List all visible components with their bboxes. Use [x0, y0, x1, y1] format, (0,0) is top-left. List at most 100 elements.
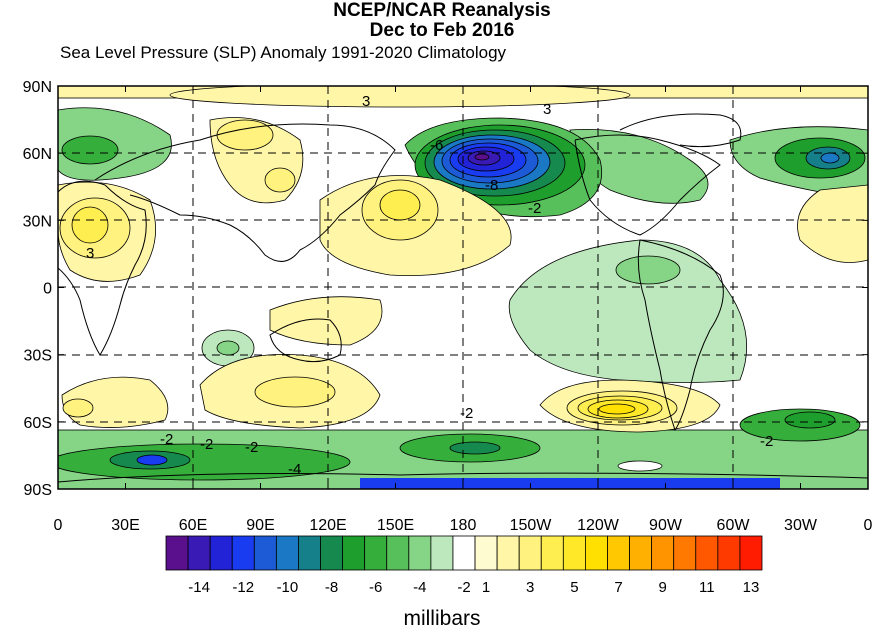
- lon-tick-label: 0: [54, 517, 63, 534]
- grid-lines: [58, 86, 868, 489]
- lat-tick-label: 60N: [23, 146, 52, 163]
- longitude-axis: 0 30E 60E 90E 120E 150E 180 150W 120W 90W 60W 30W 0: [54, 86, 873, 534]
- colorbar-swatch: [474, 535, 498, 571]
- tropical-low-core: [615, 255, 681, 285]
- colorbar-swatch: [562, 535, 586, 571]
- north-america-coastline: [574, 134, 721, 236]
- colorbar-swatch: [496, 535, 520, 571]
- colorbar-label: 13: [743, 579, 760, 596]
- lon-tick-label: 30E: [111, 517, 139, 534]
- colorbar-swatch: [607, 535, 630, 571]
- siberian-high-core: [216, 119, 274, 151]
- colorbar-label: 1: [482, 579, 490, 596]
- lon-tick-label: 90E: [246, 517, 274, 534]
- colorbar-swatch: [452, 535, 476, 571]
- contour-label: -2: [200, 436, 213, 453]
- lon-tick-label: 180: [450, 517, 477, 534]
- contour-label: -2: [160, 431, 173, 448]
- lat-tick-label: 30N: [23, 213, 52, 230]
- lon-tick-label: 120W: [577, 517, 620, 534]
- contour-label: -4: [288, 461, 301, 478]
- contour-label: -8: [485, 177, 498, 194]
- contour-label: -2: [528, 200, 541, 217]
- colorbar-swatch: [165, 535, 189, 571]
- map-subtitle-period: Dec to Feb 2016: [369, 20, 515, 41]
- lon-tick-label: 120E: [309, 517, 346, 534]
- colorbar-label: 11: [699, 579, 715, 596]
- contour-label: -2: [245, 439, 258, 456]
- colorbar-swatch: [430, 535, 454, 571]
- colorbar-swatch: [739, 535, 763, 571]
- colorbar-swatch: [231, 535, 255, 571]
- colorbar-label: 7: [614, 579, 622, 596]
- colorbar-swatch: [187, 535, 211, 571]
- east-asia-high-core: [379, 189, 421, 221]
- north-pacific-low: [404, 117, 602, 218]
- africa-coastline: [58, 180, 147, 356]
- colorbar-swatch: [585, 535, 608, 571]
- colorbar-units: millibars: [403, 607, 481, 630]
- north-africa-high-core: [71, 206, 109, 244]
- map-title: NCEP/NCAR Reanalysis: [333, 0, 551, 21]
- colorbar-label: 3: [526, 579, 534, 596]
- colorbar-label: 9: [658, 579, 666, 596]
- lon-tick-label: 60W: [717, 517, 751, 534]
- west-atlantic-high-contour: [797, 184, 868, 263]
- lon-tick-label: 0: [864, 517, 873, 534]
- australia-high-contour: [269, 296, 383, 346]
- north-atlantic-low-center: [820, 152, 840, 164]
- contour-label: 3: [86, 245, 94, 262]
- south-atlantic-high-core: [62, 398, 94, 418]
- colorbar-label: -8: [325, 579, 338, 596]
- lon-tick-label: 150E: [377, 517, 414, 534]
- colorbar-swatch: [408, 535, 432, 571]
- map-description: Sea Level Pressure (SLP) Anomaly 1991-20…: [60, 43, 507, 62]
- colorbar-swatch: [518, 535, 542, 571]
- colorbar-label: -6: [369, 579, 382, 596]
- lat-tick-label: 90N: [23, 79, 52, 96]
- colorbar-swatch: [717, 535, 741, 571]
- colorbar-swatch: [540, 535, 564, 571]
- lon-tick-label: 90W: [649, 517, 683, 534]
- contour-label: 3: [543, 101, 551, 118]
- siberian-high-secondary: [264, 167, 296, 193]
- colorbar-swatch: [386, 535, 410, 571]
- lat-tick-label: 60S: [24, 415, 52, 432]
- contour-label: 3: [362, 93, 370, 110]
- colorbar-swatch: [298, 535, 321, 571]
- tropical-low-contour: [508, 239, 748, 383]
- southeast-pacific-high-core: [598, 403, 636, 415]
- colorbar-swatch: [275, 535, 299, 571]
- lat-tick-label: 0: [43, 281, 52, 298]
- colorbar-label: -2: [457, 579, 470, 596]
- lon-tick-label: 60E: [179, 517, 207, 534]
- contour-label: -6: [430, 137, 443, 154]
- colorbar-swatch: [651, 535, 675, 571]
- south-america-coastline: [637, 239, 724, 432]
- colorbar-swatch: [695, 535, 719, 571]
- indian-ocean-low-core: [216, 340, 240, 356]
- colorbar-swatch: [673, 535, 697, 571]
- colorbar-label: -12: [232, 579, 254, 596]
- contour-label: -2: [460, 405, 473, 422]
- colorbar-label: -4: [413, 579, 426, 596]
- anomaly-field-layer: [58, 86, 868, 489]
- eurasia-coastline: [94, 123, 396, 262]
- antarctica-coastline: [58, 472, 868, 483]
- lat-tick-label: 90S: [24, 482, 52, 499]
- arctic-high-contour: [169, 86, 631, 108]
- south-atlantic-high-contour: [61, 376, 169, 428]
- colorbar-swatch: [342, 535, 366, 571]
- lat-tick-label: 30S: [24, 348, 52, 365]
- europe-low-core: [61, 135, 119, 165]
- south-indian-high-core: [254, 376, 336, 408]
- latitude-axis: 90N 60N 30N 0 30S 60S 90S: [23, 79, 868, 499]
- colorbar-swatch: [629, 535, 653, 571]
- contour-label: -2: [760, 433, 773, 450]
- colorbar-swatch: [253, 535, 277, 571]
- lon-tick-label: 30W: [784, 517, 818, 534]
- colorbar-swatch: [364, 535, 388, 571]
- colorbar-swatch: [209, 535, 233, 571]
- colorbar-label: -10: [277, 579, 299, 596]
